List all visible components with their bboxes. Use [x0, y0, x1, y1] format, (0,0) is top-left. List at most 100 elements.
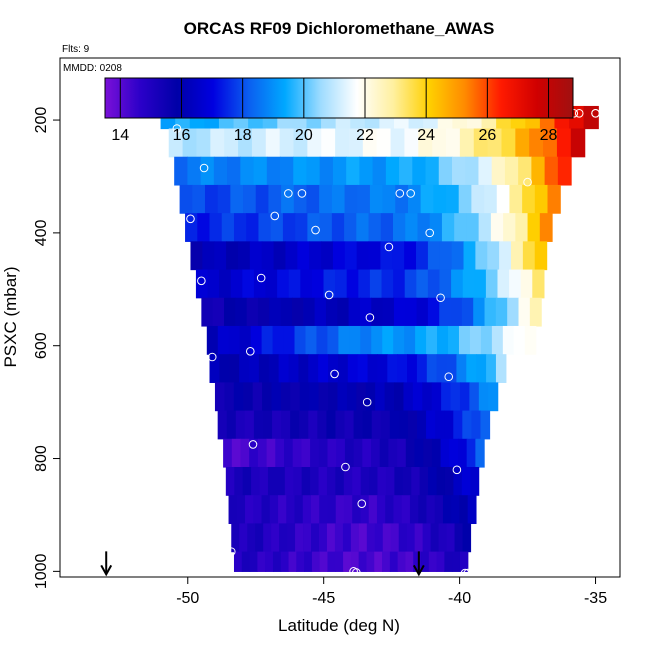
field-cell — [532, 269, 545, 299]
field-cell — [242, 269, 255, 299]
field-cell — [328, 382, 339, 412]
field-cell — [277, 269, 290, 299]
field-cell — [237, 241, 251, 271]
field-cell — [467, 495, 477, 525]
field-cell — [422, 382, 433, 412]
sample-point — [248, 440, 258, 449]
field-cell — [278, 354, 290, 383]
field-cell — [461, 297, 474, 327]
sample-point — [226, 547, 236, 556]
field-cell — [265, 269, 278, 299]
field-cell — [319, 551, 329, 572]
field-cell — [456, 354, 467, 383]
x-axis-label: Latitude (deg N) — [278, 616, 400, 635]
field-cell — [209, 213, 223, 242]
field-cell — [451, 241, 465, 271]
field-cell — [382, 325, 394, 355]
field-cell — [245, 495, 254, 525]
field-cell — [226, 241, 239, 271]
field-cell — [331, 184, 346, 214]
field-cell — [349, 325, 361, 355]
field-cell — [306, 184, 320, 214]
field-cell — [544, 156, 559, 186]
field-cell — [212, 297, 225, 327]
field-cell — [495, 354, 507, 383]
field-cell — [335, 128, 350, 158]
field-cell — [429, 213, 443, 242]
field-cell — [449, 438, 459, 468]
field-cell — [486, 354, 497, 383]
field-cell — [448, 325, 460, 355]
field-cell — [310, 438, 320, 468]
field-cell — [185, 213, 198, 242]
field-cell — [271, 382, 282, 412]
field-cell — [570, 128, 586, 158]
field-cell — [425, 156, 440, 186]
field-cell — [331, 213, 345, 242]
field-cell — [334, 523, 344, 553]
field-cell — [390, 128, 406, 158]
sample-point — [523, 177, 532, 187]
field-cell — [348, 297, 361, 327]
field-cell — [407, 410, 418, 440]
lat-arrow-head — [412, 564, 425, 577]
field-cell — [444, 551, 453, 572]
field-cell — [495, 297, 508, 327]
field-cell — [234, 466, 244, 496]
field-cell — [412, 382, 423, 412]
y-axis-label: PSXC (mbar) — [1, 266, 20, 367]
field-cell — [385, 495, 395, 525]
field-cell — [268, 354, 280, 383]
field-cell — [466, 354, 477, 383]
field-cell — [319, 156, 334, 186]
field-cell — [293, 184, 308, 214]
sample-point — [384, 242, 394, 252]
field-cell — [335, 466, 345, 496]
field-cell — [367, 354, 379, 383]
sample-point — [574, 108, 584, 118]
field-cell — [374, 551, 383, 572]
field-cell — [451, 269, 464, 299]
field-cell — [426, 410, 436, 440]
field-cell — [230, 184, 244, 214]
field-cell — [224, 128, 239, 158]
field-cell — [414, 438, 424, 468]
field-cell — [196, 128, 211, 158]
field-cell — [217, 184, 231, 214]
field-cell — [478, 213, 492, 242]
field-cell — [503, 213, 516, 242]
sample-point — [406, 189, 415, 198]
field-cell — [534, 241, 548, 271]
field-cell — [239, 354, 250, 383]
field-cell — [344, 213, 357, 242]
field-cell — [374, 523, 384, 553]
field-cell — [251, 128, 267, 158]
field-cell — [240, 438, 250, 468]
field-cell — [301, 438, 311, 468]
field-cell — [346, 156, 360, 186]
field-cell — [326, 466, 336, 496]
field-cell — [337, 382, 348, 412]
field-cell — [332, 156, 347, 186]
field-cell — [328, 354, 339, 383]
field-cell — [261, 241, 275, 271]
field-cell — [431, 382, 442, 412]
field-cell — [325, 297, 338, 327]
field-cell — [272, 325, 285, 355]
field-cell — [380, 410, 391, 440]
concentration-field — [160, 105, 599, 572]
x-tick-label: -45 — [312, 590, 335, 607]
field-cell — [255, 523, 264, 553]
field-cell — [384, 382, 395, 412]
field-cell — [385, 156, 400, 186]
field-cell — [419, 466, 429, 496]
field-cell — [509, 184, 523, 214]
field-cell — [371, 410, 382, 440]
sample-point — [311, 225, 320, 235]
field-cell — [377, 354, 388, 383]
field-cell — [242, 466, 252, 496]
field-cell — [529, 297, 542, 327]
field-cell — [249, 438, 259, 468]
field-cell — [350, 523, 360, 553]
field-cell — [397, 438, 407, 468]
